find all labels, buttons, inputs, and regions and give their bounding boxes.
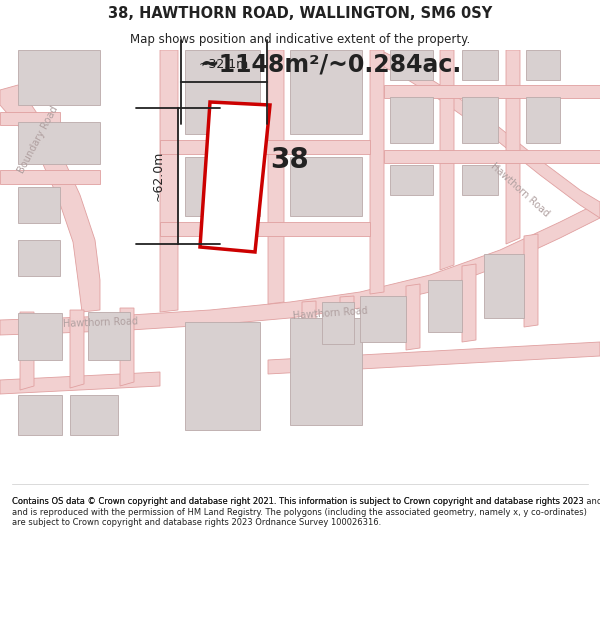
Polygon shape — [462, 97, 498, 143]
Text: ~62.0m: ~62.0m — [151, 151, 164, 201]
Polygon shape — [185, 157, 260, 216]
Polygon shape — [88, 312, 130, 360]
Polygon shape — [268, 342, 600, 374]
Text: ~32.1m: ~32.1m — [199, 58, 249, 71]
Polygon shape — [290, 318, 362, 425]
Polygon shape — [506, 50, 520, 244]
Polygon shape — [340, 296, 354, 356]
Polygon shape — [390, 97, 433, 143]
Polygon shape — [20, 312, 34, 390]
Polygon shape — [428, 280, 462, 332]
Polygon shape — [290, 157, 362, 216]
Polygon shape — [18, 313, 62, 360]
Polygon shape — [185, 322, 260, 430]
Text: Map shows position and indicative extent of the property.: Map shows position and indicative extent… — [130, 32, 470, 46]
Text: 38, HAWTHORN ROAD, WALLINGTON, SM6 0SY: 38, HAWTHORN ROAD, WALLINGTON, SM6 0SY — [108, 6, 492, 21]
Polygon shape — [160, 222, 370, 236]
Polygon shape — [384, 150, 600, 163]
Polygon shape — [462, 165, 498, 195]
Polygon shape — [406, 284, 420, 350]
Text: Boundary Road: Boundary Road — [16, 105, 60, 175]
Polygon shape — [18, 122, 100, 164]
Text: Hawthorn Road: Hawthorn Road — [292, 306, 368, 321]
Polygon shape — [524, 234, 538, 327]
Polygon shape — [370, 50, 384, 294]
Polygon shape — [302, 301, 316, 358]
Polygon shape — [360, 296, 406, 342]
Polygon shape — [120, 308, 134, 386]
Polygon shape — [462, 264, 476, 342]
Polygon shape — [484, 254, 524, 318]
Polygon shape — [268, 50, 284, 304]
Polygon shape — [70, 310, 84, 388]
Text: Hawthorn Road: Hawthorn Road — [62, 317, 138, 329]
Polygon shape — [160, 140, 370, 154]
Polygon shape — [200, 102, 270, 252]
Polygon shape — [462, 50, 498, 80]
Polygon shape — [384, 85, 600, 98]
Polygon shape — [440, 50, 454, 270]
Polygon shape — [185, 50, 260, 134]
Polygon shape — [380, 50, 600, 218]
Polygon shape — [0, 170, 100, 184]
Polygon shape — [160, 50, 178, 312]
Polygon shape — [290, 50, 362, 134]
Text: Hawthorn Road: Hawthorn Road — [489, 161, 551, 219]
Polygon shape — [18, 50, 100, 105]
Polygon shape — [390, 50, 433, 80]
Polygon shape — [526, 97, 560, 143]
Polygon shape — [70, 395, 118, 435]
Text: Contains OS data © Crown copyright and database right 2021. This information is : Contains OS data © Crown copyright and d… — [12, 498, 600, 506]
Text: ~1148m²/~0.284ac.: ~1148m²/~0.284ac. — [200, 53, 462, 77]
Polygon shape — [322, 302, 354, 344]
Text: 38: 38 — [271, 146, 310, 174]
Polygon shape — [526, 50, 560, 80]
Polygon shape — [0, 112, 60, 125]
Polygon shape — [18, 240, 60, 276]
Polygon shape — [0, 85, 100, 312]
Polygon shape — [0, 372, 160, 394]
Polygon shape — [0, 202, 600, 335]
Polygon shape — [390, 165, 433, 195]
Text: Contains OS data © Crown copyright and database right 2021. This information is : Contains OS data © Crown copyright and d… — [12, 498, 587, 528]
Polygon shape — [18, 395, 62, 435]
Polygon shape — [18, 187, 60, 223]
